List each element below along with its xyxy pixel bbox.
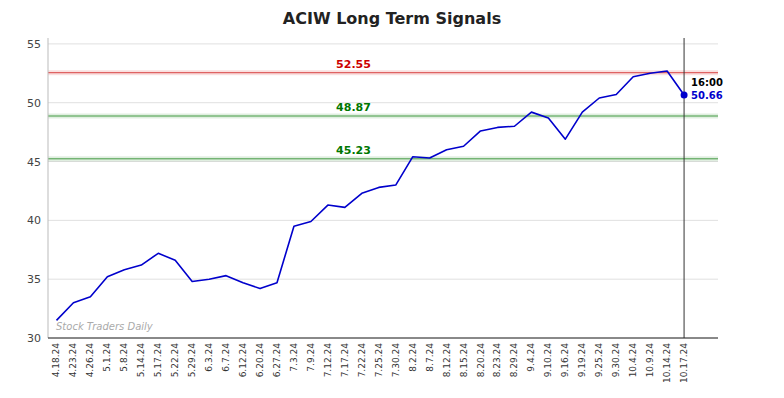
grid-line [48,279,718,280]
x-tick-label: 10.4.24 [628,343,638,378]
x-tick-label: 8.20.24 [476,343,486,378]
x-tick-label: 7.17.24 [340,343,350,378]
x-tick-label: 10.17.24 [679,343,689,383]
x-tick-label: 9.16.24 [560,343,570,378]
end-line [684,38,685,338]
x-tick-label: 10.9.24 [645,343,655,378]
x-tick-label: 7.25.24 [374,343,384,378]
x-tick-label: 6.12.24 [238,343,248,378]
x-tick-label: 7.9.24 [306,343,316,372]
reference-label: 52.55 [336,58,371,71]
x-tick-label: 7.12.24 [323,343,333,378]
x-tick-label: 8.23.24 [492,343,502,378]
x-tick-label: 9.4.24 [526,343,536,372]
x-tick-label: 4.18.24 [51,343,61,378]
x-tick-label: 9.19.24 [577,343,587,378]
grid-line [48,43,718,44]
grid-line [48,338,718,339]
reference-line [48,158,718,159]
y-tick-label: 35 [27,273,41,286]
x-axis [48,337,718,338]
reference-label: 45.23 [336,144,371,157]
x-tick-label: 5.29.24 [187,343,197,378]
price-line [56,71,684,320]
reference-line [48,116,718,117]
annotation: 16:00 [691,77,723,88]
x-tick-label: 8.2.24 [408,343,418,372]
x-tick-label: 7.30.24 [391,343,401,378]
x-tick-label: 8.7.24 [425,343,435,372]
y-tick-label: 55 [27,38,41,51]
x-tick-label: 6.27.24 [272,343,282,378]
chart: ACIW Long Term Signals 30 35 40 45 50 55 Stock … [0,0,784,398]
x-tick-label: 9.25.24 [594,343,604,378]
reference-label: 48.87 [336,101,371,114]
x-tick-label: 9.10.24 [543,343,553,378]
x-tick-label: 5.22.24 [170,343,180,378]
y-axis [48,38,49,338]
title: ACIW Long Term Signals [283,9,501,28]
watermark: Stock Traders Daily [56,321,154,332]
x-tick-label: 8.29.24 [509,343,519,378]
x-tick-label: 9.30.24 [611,343,621,378]
x-tick-label: 5.14.24 [136,343,146,378]
x-tick-label: 7.3.24 [289,343,299,372]
x-tick-label: 5.1.24 [102,343,112,372]
x-tick-label: 5.17.24 [153,343,163,378]
y-tick-label: 45 [27,156,41,169]
reference-band [48,114,718,119]
annotation: 50.66 [691,90,723,101]
x-tick-label: 4.26.24 [85,343,95,378]
x-tick-label: 5.8.24 [119,343,129,372]
x-tick-label: 10.14.24 [662,343,672,383]
reference-band [48,70,718,75]
x-tick-label: 8.12.24 [442,343,452,378]
plot-area [48,38,718,338]
x-tick-label: 4.23.24 [68,343,78,378]
reference-band [48,156,718,161]
x-tick-label: 7.22.24 [357,343,367,378]
x-tick-label: 6.3.24 [204,343,214,372]
y-tick-label: 40 [27,214,41,227]
x-tick-label: 6.20.24 [255,343,265,378]
y-tick-label: 30 [27,332,41,345]
y-tick-label: 50 [27,97,41,110]
grid-line [48,220,718,221]
x-tick-label: 6.7.24 [221,343,231,372]
reference-line [48,72,718,73]
last-point [681,91,688,98]
grid-line [48,102,718,103]
x-tick-label: 8.15.24 [459,343,469,378]
